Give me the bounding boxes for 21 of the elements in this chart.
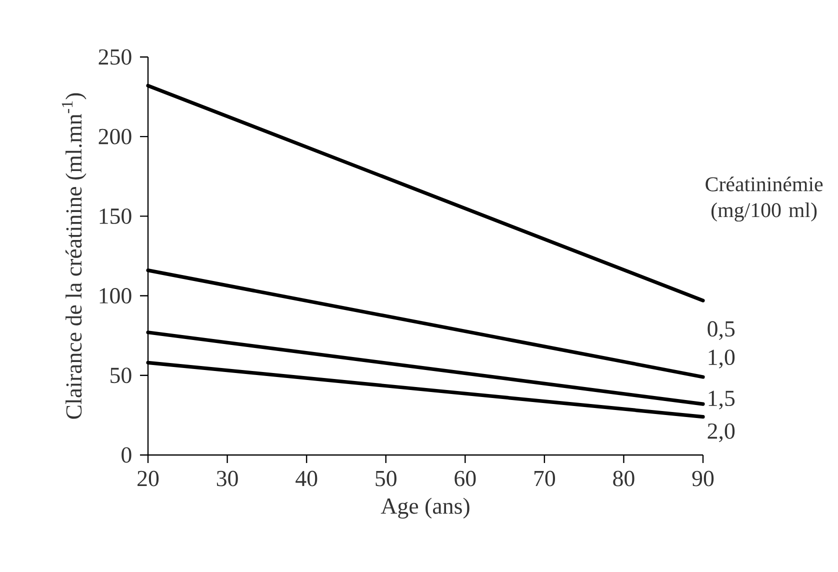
- y-axis-title: Clairance de la créatinine (ml.mn$^{-1}$): [62, 93, 86, 419]
- y-tick-label: 200: [98, 128, 132, 144]
- series-label: 1,5: [708, 390, 735, 410]
- x-tick-label: 70: [534, 470, 556, 486]
- y-tick-label: 150: [100, 208, 132, 224]
- x-tick-label: 50: [376, 470, 396, 486]
- series-label: 0,5: [708, 321, 735, 340]
- y-tick-label: 100: [100, 288, 132, 304]
- y-tick-label: 0: [122, 447, 132, 463]
- legend-title: Créatininémie (mg/100 ml): [706, 176, 823, 222]
- x-tick-label: 60: [454, 470, 476, 486]
- y-tick-label: 250: [98, 49, 132, 65]
- x-tick-label: 30: [216, 470, 238, 486]
- series-label: 2,0: [708, 423, 735, 442]
- series-label: 1,0: [708, 350, 735, 368]
- x-axis-title: Age (ans): [380, 498, 470, 519]
- x-tick-label: 40: [296, 470, 318, 486]
- x-tick-label: 80: [613, 470, 634, 486]
- y-tick-label: 50: [110, 368, 132, 384]
- x-tick-label: 20: [138, 470, 159, 486]
- x-tick-label: 90: [692, 470, 714, 486]
